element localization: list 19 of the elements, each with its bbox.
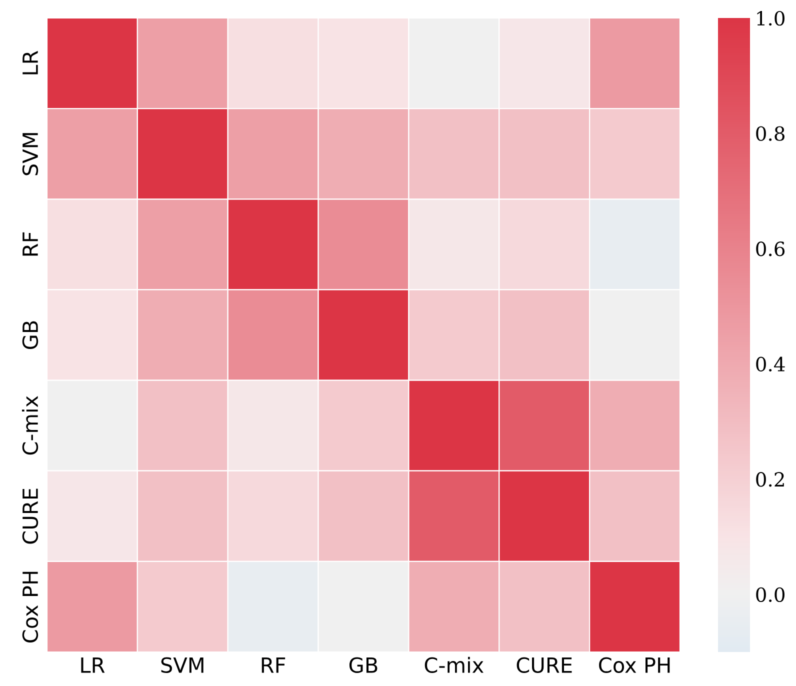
color-bar-label: 0.2 (756, 472, 784, 487)
x-tick-label: GB (349, 657, 378, 673)
color-bar-label: 0.6 (756, 242, 785, 256)
x-tick-label: CURE (516, 657, 572, 673)
color-bar-label: 0.0 (756, 587, 784, 602)
color-bar-label: 0.4 (756, 356, 785, 372)
y-tick-label: CURE (22, 488, 38, 544)
y-tick-label: GB (22, 321, 38, 350)
color-bar-label: 1.0 (757, 10, 784, 26)
x-tick-label: SVM (161, 657, 204, 673)
y-tick-label: SVM (22, 133, 38, 176)
y-tick-label: C-mix (22, 396, 38, 455)
x-tick-label: Cox PH (599, 657, 670, 673)
color-bar-label: 0.8 (756, 126, 784, 141)
x-tick-label: C-mix (424, 656, 484, 673)
y-tick-label: LR (22, 50, 38, 74)
x-tick-label: RF (262, 658, 286, 673)
y-tick-label: RF (22, 232, 38, 256)
x-tick-label: LR (81, 658, 105, 673)
